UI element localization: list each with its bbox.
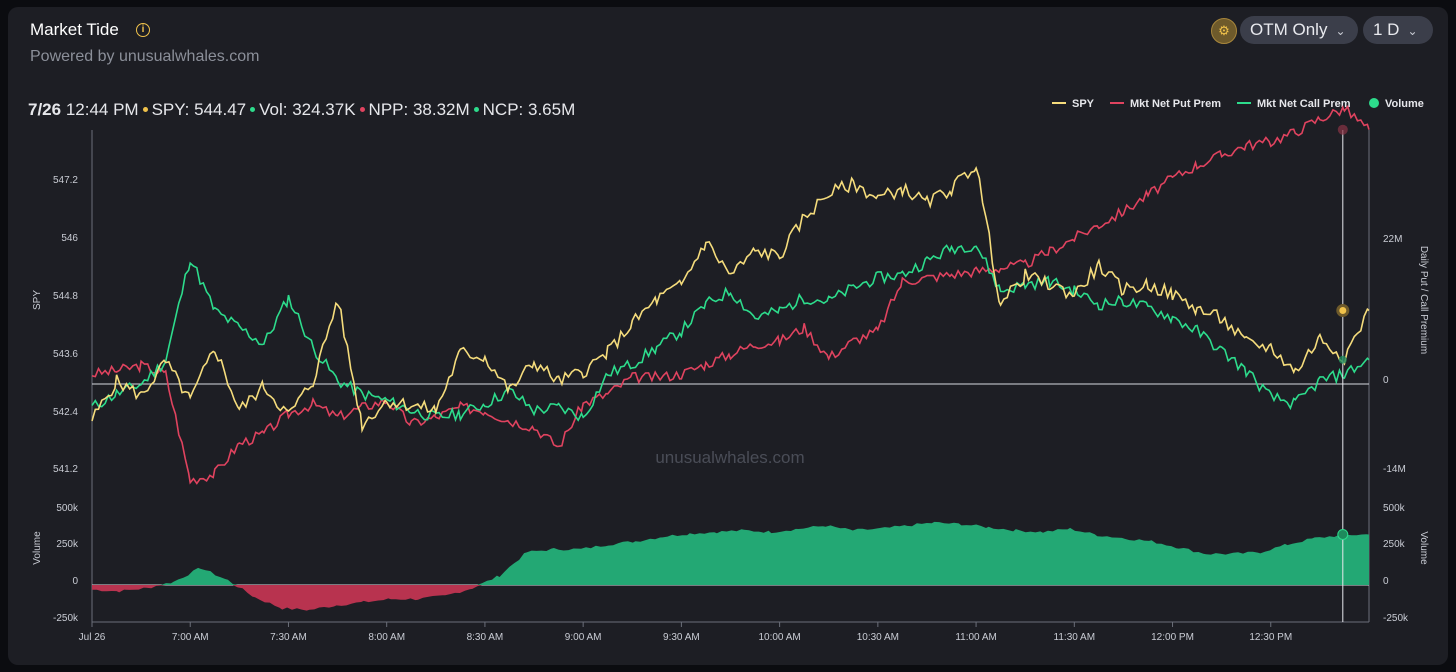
readout-ncp: NCP: 3.65M xyxy=(482,100,576,119)
volume-label-right: Volume xyxy=(1418,531,1429,565)
legend-volume-swatch xyxy=(1369,98,1379,109)
timeframe-dropdown[interactable]: 1 D ⌄ xyxy=(1363,16,1433,44)
volume-tick-label-right: 0 xyxy=(1383,576,1389,587)
volume-tick-label-right: -250k xyxy=(1383,613,1409,624)
y-right-tick-label: -14M xyxy=(1383,464,1406,475)
cursor-readout: 7/26 12:44 PM SPY: 544.47 Vol: 324.37K NPP:… xyxy=(28,100,575,120)
filter-dropdown-label: OTM Only xyxy=(1250,20,1328,39)
cursor-volume-marker xyxy=(1337,528,1349,540)
page-title: Market Tide xyxy=(30,20,119,39)
npp-dot xyxy=(359,106,365,112)
watermark: unusualwhales.com xyxy=(655,448,804,467)
x-tick-label: Jul 26 xyxy=(79,632,106,643)
volume-label-left: Volume xyxy=(32,531,43,565)
y-left-tick-label: 541.2 xyxy=(53,464,78,475)
volume-tick-label-right: 250k xyxy=(1383,539,1406,550)
x-tick-label: 12:30 PM xyxy=(1249,632,1292,643)
x-tick-label: 10:30 AM xyxy=(857,632,899,643)
filter-dropdown[interactable]: OTM Only ⌄ xyxy=(1240,16,1358,44)
legend-spy-label: SPY xyxy=(1072,98,1095,110)
spy-dot xyxy=(142,106,148,112)
legend-volume-label: Volume xyxy=(1385,98,1424,110)
legend-call[interactable]: Mkt Net Call Prem xyxy=(1237,98,1351,110)
x-tick-label: 11:30 AM xyxy=(1054,632,1096,643)
legend-call-swatch xyxy=(1237,102,1251,105)
legend-call-label: Mkt Net Call Prem xyxy=(1257,98,1351,110)
y-left-tick-label: 546 xyxy=(61,233,78,244)
subtitle: Powered by unusualwhales.com xyxy=(30,48,260,65)
put-premium-line xyxy=(91,104,1370,485)
readout-date: 7/26 xyxy=(28,100,62,119)
cursor-spy-marker xyxy=(1336,303,1350,317)
readout-spy: SPY: 544.47 xyxy=(151,100,247,119)
legend-spy[interactable]: SPY xyxy=(1052,98,1094,110)
y-left-label: SPY xyxy=(32,290,43,310)
x-tick-label: 7:30 AM xyxy=(270,632,307,643)
x-tick-label: 9:30 AM xyxy=(663,632,700,643)
call-premium-line xyxy=(91,244,1370,423)
cursor-call-marker xyxy=(1338,355,1347,364)
x-tick-label: 9:00 AM xyxy=(565,632,602,643)
x-tick-label: 11:00 AM xyxy=(955,632,997,643)
y-left-tick-label: 543.6 xyxy=(53,349,78,360)
vol-dot xyxy=(250,106,256,112)
y-right-tick-label: 0 xyxy=(1383,375,1389,386)
legend-put-label: Mkt Net Put Prem xyxy=(1130,98,1222,110)
volume-tick-label-left: 250k xyxy=(56,539,79,550)
x-tick-label: 8:00 AM xyxy=(368,632,405,643)
x-tick-label: 7:00 AM xyxy=(172,632,209,643)
y-right-label: Daily Put / Call Premium xyxy=(1418,246,1429,354)
volume-area-positive xyxy=(92,521,1369,585)
readout-vol: Vol: 324.37K xyxy=(259,100,356,119)
volume-tick-label-right: 500k xyxy=(1383,503,1406,514)
readout-npp: NPP: 38.32M xyxy=(368,100,470,119)
x-tick-label: 8:30 AM xyxy=(467,632,504,643)
y-left-tick-label: 544.8 xyxy=(53,291,78,302)
x-tick-label: 10:00 AM xyxy=(758,632,800,643)
legend-spy-swatch xyxy=(1052,102,1066,105)
x-tick-label: 12:00 PM xyxy=(1151,632,1194,643)
timeframe-dropdown-label: 1 D xyxy=(1373,20,1400,39)
y-left-tick-label: 547.2 xyxy=(53,175,78,186)
y-right-tick-label: 22M xyxy=(1383,234,1402,245)
readout-time: 12:44 PM xyxy=(65,100,139,119)
legend-put-swatch xyxy=(1110,102,1124,105)
legend-volume[interactable]: Volume xyxy=(1369,98,1424,110)
info-icon[interactable]: i xyxy=(136,23,150,37)
volume-tick-label-left: -250k xyxy=(53,613,79,624)
volume-area-negative xyxy=(92,585,1369,611)
spy-line xyxy=(91,166,1370,434)
ncp-dot xyxy=(473,106,479,112)
volume-tick-label-left: 0 xyxy=(72,576,78,587)
chevron-down-icon: ⌄ xyxy=(1335,24,1346,38)
cursor-put-marker xyxy=(1337,124,1348,135)
bell-icon[interactable]: ⚙ xyxy=(1211,18,1237,44)
volume-tick-label-left: 500k xyxy=(56,503,79,514)
y-left-tick-label: 542.4 xyxy=(53,407,78,418)
chevron-down-icon: ⌄ xyxy=(1407,24,1418,38)
legend-put[interactable]: Mkt Net Put Prem xyxy=(1110,98,1221,110)
